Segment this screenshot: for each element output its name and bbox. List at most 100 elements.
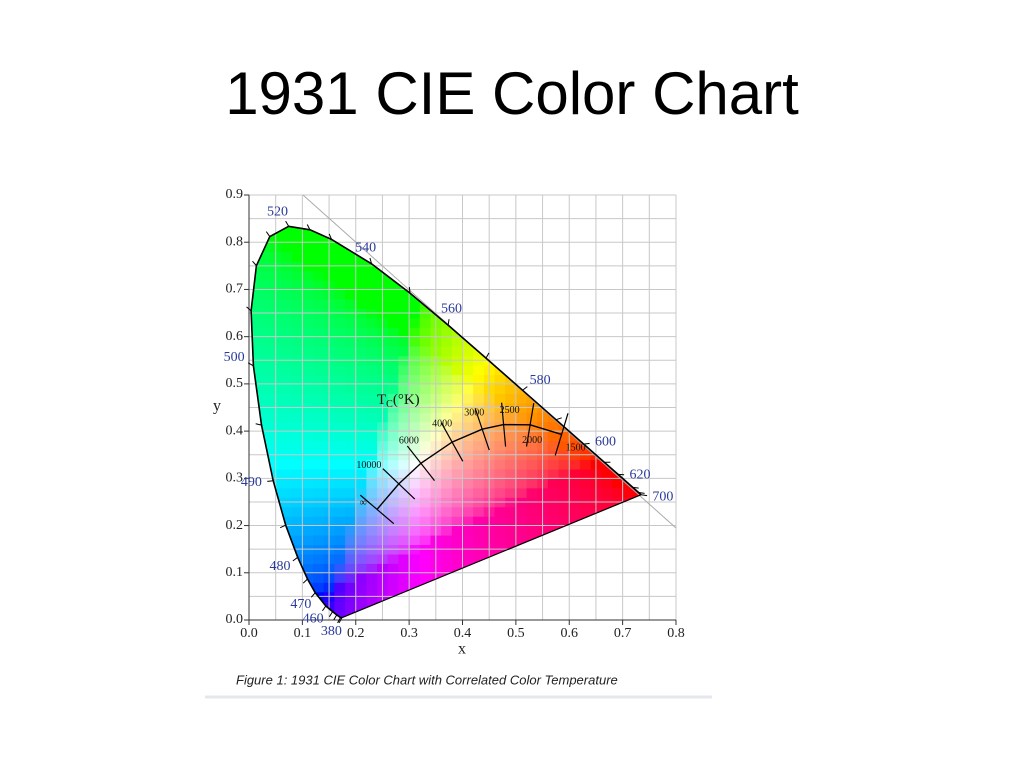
color-cell bbox=[260, 327, 271, 337]
color-cell bbox=[388, 516, 399, 526]
color-cell bbox=[292, 393, 303, 403]
color-cell bbox=[292, 478, 303, 488]
color-cell bbox=[345, 365, 356, 375]
color-cell bbox=[463, 374, 474, 384]
color-cell bbox=[505, 393, 516, 403]
color-cell bbox=[313, 459, 324, 469]
color-cell bbox=[334, 516, 345, 526]
color-cell bbox=[388, 507, 399, 517]
color-cell bbox=[495, 374, 506, 384]
color-cell bbox=[302, 318, 313, 328]
color-cell bbox=[398, 412, 409, 422]
color-cell bbox=[366, 327, 377, 337]
temperature-label: 10000 bbox=[356, 460, 381, 471]
color-cell bbox=[260, 337, 271, 347]
color-cell bbox=[281, 242, 292, 252]
color-cell bbox=[366, 535, 377, 545]
color-cell bbox=[388, 422, 399, 432]
y-tick-label: 0.0 bbox=[226, 612, 244, 627]
color-cell bbox=[409, 327, 420, 337]
color-cell bbox=[569, 507, 580, 517]
wavelength-label: 460 bbox=[303, 611, 324, 626]
color-cell bbox=[559, 459, 570, 469]
color-cell bbox=[292, 346, 303, 356]
x-axis-label: x bbox=[458, 641, 466, 658]
color-cell bbox=[302, 526, 313, 536]
color-cell bbox=[334, 535, 345, 545]
color-cell bbox=[398, 507, 409, 517]
color-cell bbox=[334, 299, 345, 309]
color-cell bbox=[366, 488, 377, 498]
color-cell bbox=[420, 346, 431, 356]
color-cell bbox=[548, 507, 559, 517]
color-cell bbox=[292, 488, 303, 498]
color-cell bbox=[334, 252, 345, 262]
color-cell bbox=[345, 337, 356, 347]
color-cell bbox=[281, 459, 292, 469]
temperature-label: 6000 bbox=[399, 436, 419, 447]
color-cell bbox=[302, 374, 313, 384]
color-cell bbox=[313, 412, 324, 422]
color-cell bbox=[516, 459, 527, 469]
color-cell bbox=[302, 289, 313, 299]
color-cell bbox=[366, 422, 377, 432]
x-tick-label: 0.5 bbox=[507, 626, 525, 641]
color-cell bbox=[495, 384, 506, 394]
color-cell bbox=[495, 526, 506, 536]
color-cell bbox=[516, 469, 527, 479]
color-cell bbox=[281, 337, 292, 347]
color-cell bbox=[505, 507, 516, 517]
color-cell bbox=[281, 233, 292, 243]
color-cell bbox=[345, 327, 356, 337]
color-cell bbox=[569, 459, 580, 469]
wavelength-label: 600 bbox=[595, 434, 616, 449]
x-tick-label: 0.0 bbox=[240, 626, 258, 641]
color-cell bbox=[281, 289, 292, 299]
wavelength-label: 560 bbox=[441, 302, 462, 317]
color-cell bbox=[292, 516, 303, 526]
color-cell bbox=[302, 422, 313, 432]
color-cell bbox=[473, 526, 484, 536]
color-cell bbox=[505, 526, 516, 536]
color-cell bbox=[441, 346, 452, 356]
color-cell bbox=[527, 516, 538, 526]
wavelength-label: 580 bbox=[530, 373, 551, 388]
color-cell bbox=[463, 346, 474, 356]
planckian-title-t: T bbox=[377, 392, 386, 408]
color-cell bbox=[281, 441, 292, 451]
color-cell bbox=[334, 271, 345, 281]
color-cell bbox=[473, 374, 484, 384]
wavelength-label: 540 bbox=[355, 241, 376, 256]
color-cell bbox=[473, 516, 484, 526]
color-cell bbox=[441, 327, 452, 337]
color-cell bbox=[398, 526, 409, 536]
color-cell bbox=[441, 526, 452, 536]
color-cell bbox=[292, 289, 303, 299]
color-cell bbox=[260, 384, 271, 394]
color-cell bbox=[420, 318, 431, 328]
color-cell bbox=[313, 526, 324, 536]
color-cell bbox=[388, 554, 399, 564]
color-cell bbox=[345, 299, 356, 309]
color-cell bbox=[366, 299, 377, 309]
color-cell bbox=[388, 299, 399, 309]
color-cell bbox=[302, 441, 313, 451]
color-cell bbox=[463, 478, 474, 488]
color-cell bbox=[313, 516, 324, 526]
color-cell bbox=[345, 271, 356, 281]
color-cell bbox=[527, 459, 538, 469]
color-cell bbox=[334, 346, 345, 356]
planckian-title: TC(°K) bbox=[377, 392, 420, 410]
color-cell bbox=[313, 441, 324, 451]
color-cell bbox=[313, 365, 324, 375]
color-cell bbox=[409, 422, 420, 432]
color-cell bbox=[580, 488, 591, 498]
color-cell bbox=[345, 441, 356, 451]
color-cell bbox=[345, 384, 356, 394]
color-cell bbox=[281, 478, 292, 488]
color-cell bbox=[463, 441, 474, 451]
color-cell bbox=[366, 337, 377, 347]
color-cell bbox=[463, 422, 474, 432]
color-cell bbox=[345, 422, 356, 432]
color-cell bbox=[356, 393, 367, 403]
